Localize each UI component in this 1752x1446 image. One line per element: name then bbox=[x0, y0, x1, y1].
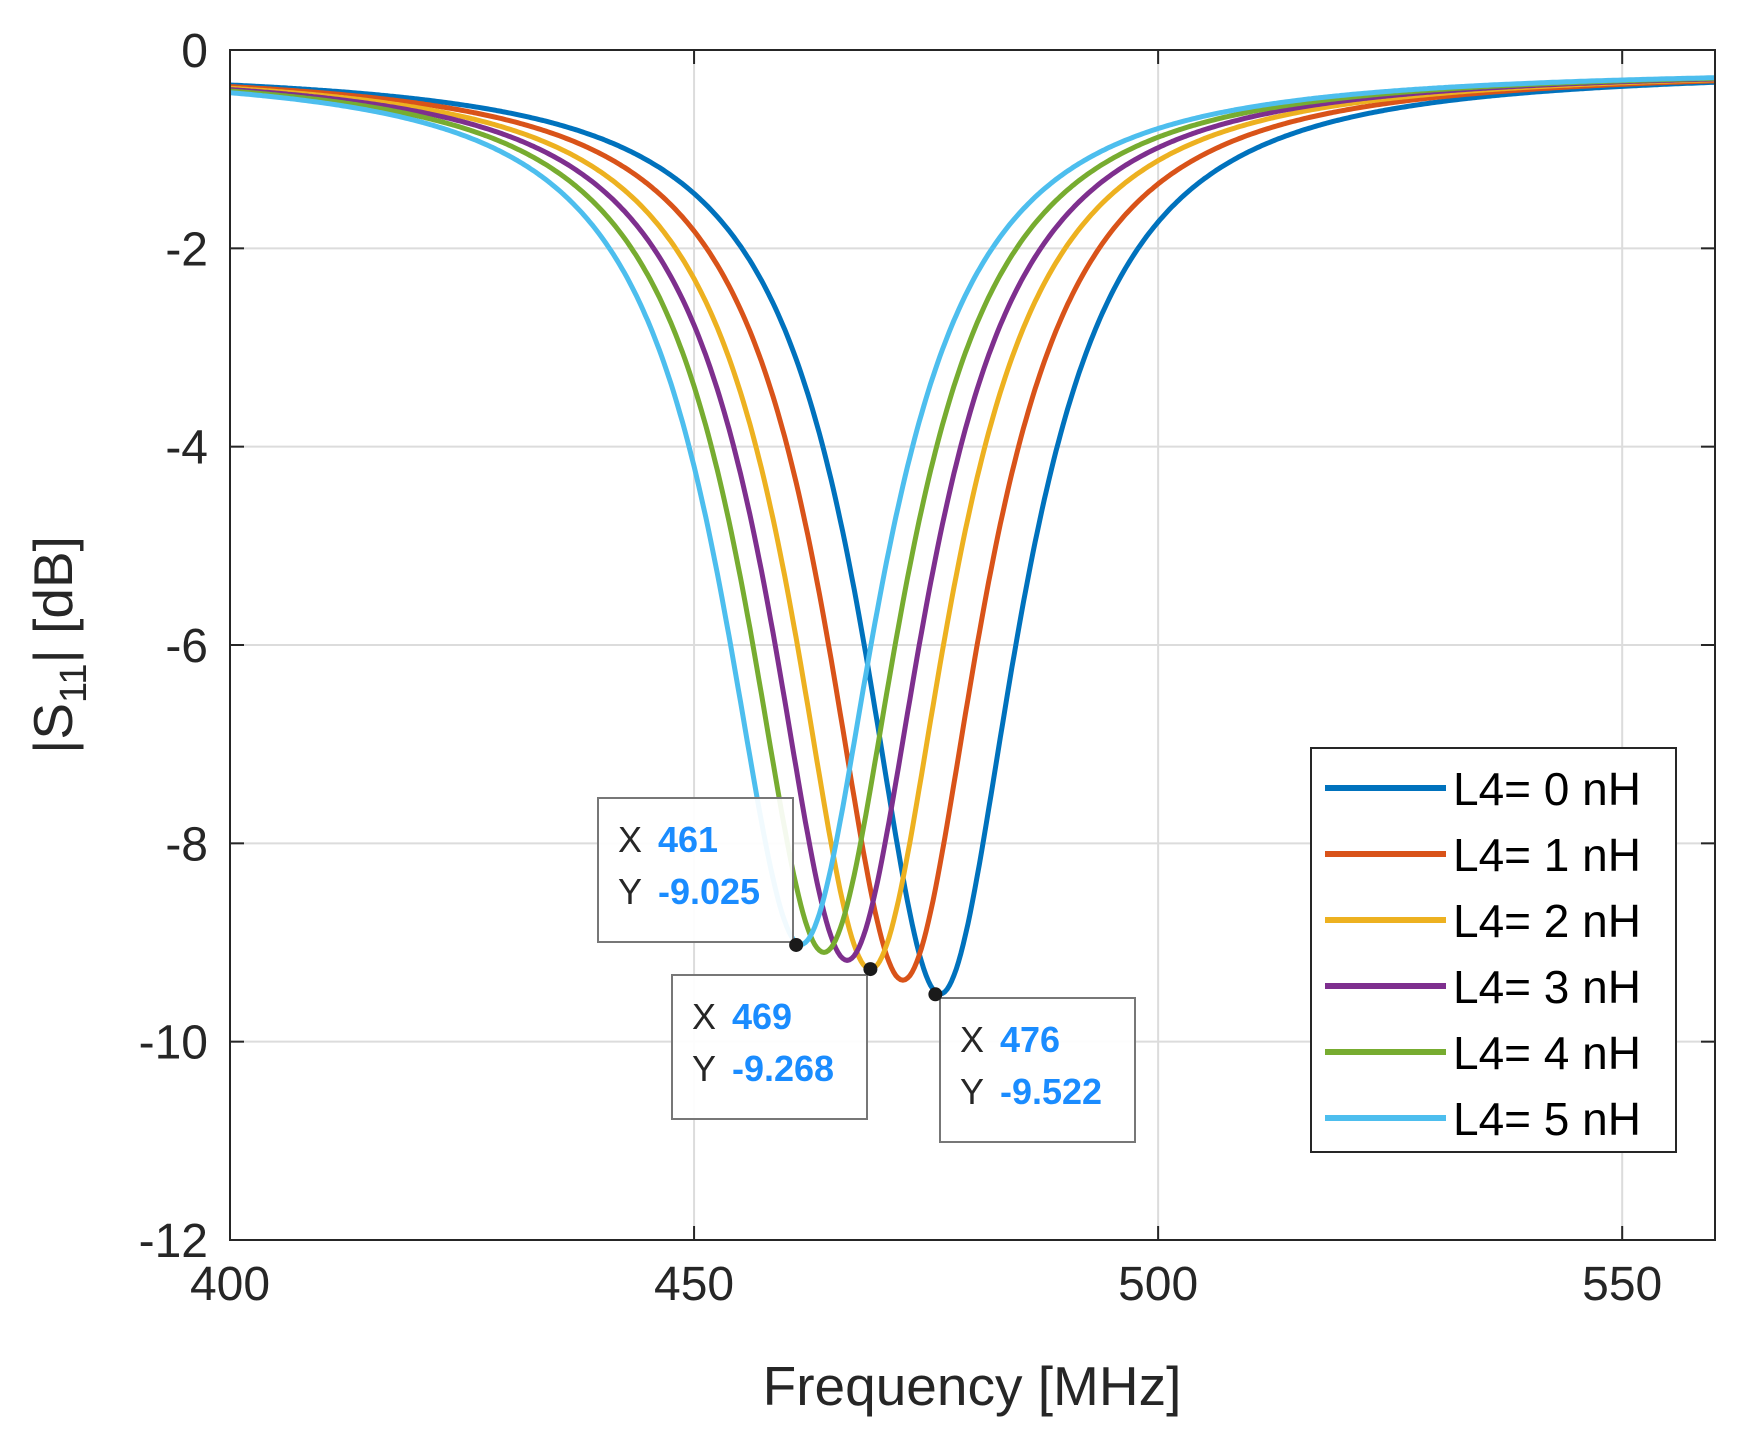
datatip-marker[interactable] bbox=[928, 987, 943, 1002]
x-tick-label: 400 bbox=[190, 1258, 270, 1311]
legend-box bbox=[1310, 747, 1677, 1153]
y-axis-label: |S11| [dB] bbox=[22, 536, 95, 754]
datatip[interactable]: X 476 Y -9.522 bbox=[928, 987, 1136, 1143]
legend: L4= 0 nH L4= 1 nH L4= 2 nH L4= 3 nH L4= 4 nH… bbox=[1310, 747, 1677, 1153]
datatip-y-label: Y bbox=[618, 871, 642, 912]
datatip[interactable]: X 469 Y -9.268 bbox=[671, 962, 878, 1120]
series-line bbox=[229, 75, 1716, 947]
legend-label: L4= 2 nH bbox=[1453, 895, 1641, 947]
legend-entry[interactable]: L4= 2 nH bbox=[1325, 895, 1641, 947]
y-tick-label: -2 bbox=[165, 223, 208, 276]
datatip-marker[interactable] bbox=[789, 937, 804, 952]
datatip-y-value: -9.025 bbox=[658, 871, 760, 912]
datatips: X 461 Y -9.025 X 469 Y -9.268 X 476 Y -9.522 bbox=[597, 797, 1136, 1143]
datatip-y-value: -9.268 bbox=[732, 1048, 834, 1089]
y-tick-label: 0 bbox=[181, 25, 208, 78]
y-axis-label-subscript: 11 bbox=[53, 663, 95, 702]
y-tick-label: -10 bbox=[139, 1017, 208, 1070]
y-axis-label-main: |S bbox=[22, 703, 84, 754]
x-tick-label: 450 bbox=[654, 1258, 734, 1311]
datatip-x-label: X bbox=[618, 819, 642, 860]
y-tick-label: -8 bbox=[165, 818, 208, 871]
datatip-x-value: 476 bbox=[1000, 1019, 1060, 1060]
datatip[interactable]: X 461 Y -9.025 bbox=[597, 797, 804, 952]
legend-label: L4= 1 nH bbox=[1453, 829, 1641, 881]
x-tick-label: 550 bbox=[1582, 1258, 1662, 1311]
legend-entry[interactable]: L4= 1 nH bbox=[1325, 829, 1641, 881]
svg-text:|S11| [dB]: |S11| [dB] bbox=[22, 536, 95, 754]
legend-label: L4= 3 nH bbox=[1453, 961, 1641, 1013]
y-tick-label: -4 bbox=[165, 422, 208, 475]
y-tick-label: -6 bbox=[165, 620, 208, 673]
x-tick-label: 500 bbox=[1118, 1258, 1198, 1311]
axis-ticks: 400 450 500 550 0 -2 -4 -6 -8 -10 -12 bbox=[139, 25, 1715, 1311]
datatip-x-label: X bbox=[960, 1019, 984, 1060]
legend-label: L4= 0 nH bbox=[1453, 763, 1641, 815]
legend-entry[interactable]: L4= 5 nH bbox=[1325, 1093, 1641, 1145]
datatip-box bbox=[597, 797, 794, 943]
datatip-y-value: -9.522 bbox=[1000, 1071, 1102, 1112]
x-axis-label: Frequency [MHz] bbox=[763, 1355, 1182, 1417]
legend-entry[interactable]: L4= 0 nH bbox=[1325, 763, 1641, 815]
legend-entry[interactable]: L4= 3 nH bbox=[1325, 961, 1641, 1013]
datatip-x-label: X bbox=[692, 996, 716, 1037]
legend-label: L4= 5 nH bbox=[1453, 1093, 1641, 1145]
series-line bbox=[229, 79, 1716, 997]
y-axis-label-suffix: | [dB] bbox=[22, 536, 84, 663]
series-line bbox=[229, 78, 1716, 983]
datatip-box bbox=[671, 974, 868, 1120]
datatip-box bbox=[939, 997, 1136, 1143]
datatip-marker[interactable] bbox=[863, 962, 878, 977]
legend-entry[interactable]: L4= 4 nH bbox=[1325, 1027, 1641, 1079]
datatip-x-value: 469 bbox=[732, 996, 792, 1037]
y-tick-label: -12 bbox=[139, 1215, 208, 1268]
datatip-y-label: Y bbox=[692, 1048, 716, 1089]
legend-label: L4= 4 nH bbox=[1453, 1027, 1641, 1079]
datatip-x-value: 461 bbox=[658, 819, 718, 860]
series-lines bbox=[229, 75, 1716, 997]
datatip-y-label: Y bbox=[960, 1071, 984, 1112]
